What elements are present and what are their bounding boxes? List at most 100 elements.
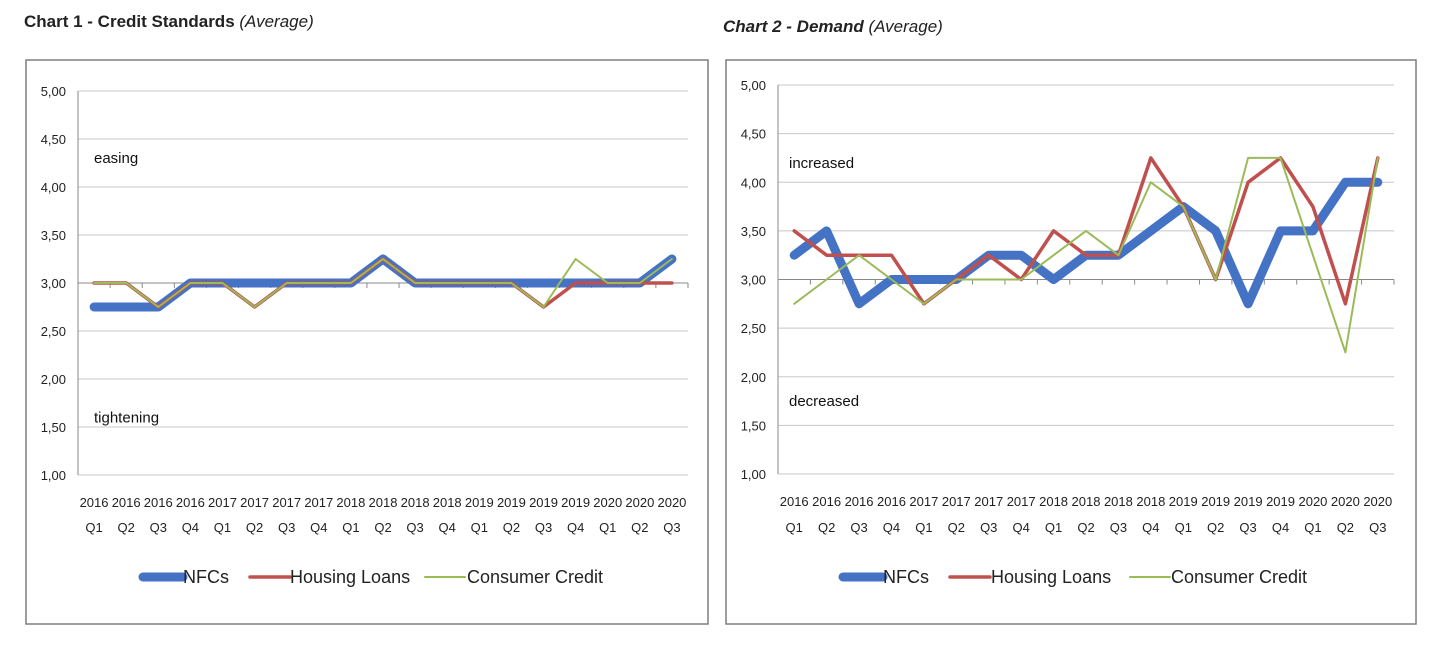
x-tick-label-quarter: Q4 [883,520,900,535]
x-tick-label-quarter: Q3 [980,520,997,535]
x-tick-label-quarter: Q2 [948,520,965,535]
x-tick-label-year: 2020 [1298,494,1327,509]
x-tick-label-quarter: Q2 [1337,520,1354,535]
series-line-consumer-credit [793,156,1379,354]
y-tick-label: 3,50 [741,224,766,239]
legend-label: Housing Loans [290,567,410,587]
chart2-title: Chart 2 - Demand (Average) [723,17,943,37]
x-tick-label-year: 2016 [112,495,141,510]
x-tick-label-year: 2020 [593,495,622,510]
x-tick-label-year: 2017 [304,495,333,510]
x-tick-label-quarter: Q3 [278,520,295,535]
annotation: decreased [789,393,859,410]
x-tick-label-quarter: Q1 [599,520,616,535]
x-tick-label-year: 2019 [497,495,526,510]
x-tick-label-quarter: Q3 [1369,520,1386,535]
chart1-title-sub: (Average) [239,12,314,31]
x-tick-label-year: 2016 [176,495,205,510]
x-tick-label-quarter: Q1 [1175,520,1192,535]
annotation: increased [789,155,854,172]
x-tick-label-quarter: Q3 [150,520,167,535]
annotation: tightening [94,409,159,426]
chart-frame [725,59,1417,625]
x-tick-label-quarter: Q3 [850,520,867,535]
x-tick-label-year: 2017 [974,494,1003,509]
x-tick-label-year: 2018 [1104,494,1133,509]
y-tick-label: 5,00 [41,84,66,99]
y-tick-label: 4,50 [741,127,766,142]
x-tick-label-year: 2017 [208,495,237,510]
y-tick-label: 3,00 [41,276,66,291]
x-tick-label-year: 2016 [144,495,173,510]
x-tick-label-quarter: Q2 [631,520,648,535]
x-tick-label-year: 2017 [909,494,938,509]
x-tick-label-quarter: Q2 [246,520,263,535]
legend-label: Consumer Credit [467,567,603,587]
x-tick-label-year: 2018 [1072,494,1101,509]
chart2-title-main: Chart 2 - Demand [723,17,864,36]
x-tick-label-quarter: Q1 [85,520,102,535]
series-line-nfcs [789,177,1383,309]
x-tick-label-year: 2018 [401,495,430,510]
legend-label: NFCs [883,567,929,587]
x-tick-label-year: 2020 [1331,494,1360,509]
x-tick-label-quarter: Q1 [1045,520,1062,535]
x-tick-label-year: 2019 [529,495,558,510]
y-tick-label: 4,00 [741,175,766,190]
x-tick-label-quarter: Q1 [786,520,803,535]
x-tick-label-quarter: Q3 [1239,520,1256,535]
legend-label: Housing Loans [991,567,1111,587]
chart1-title: Chart 1 - Credit Standards (Average) [24,12,314,32]
x-tick-label-quarter: Q1 [214,520,231,535]
x-tick-label-year: 2017 [1007,494,1036,509]
x-tick-label-year: 2018 [1136,494,1165,509]
y-tick-label: 2,00 [41,372,66,387]
chart2-title-sub: (Average) [868,17,943,36]
x-tick-label-quarter: Q4 [1012,520,1029,535]
chart2: 5,00 4,50 4,00 3,50 3,00 2,50 2,00 1,50 1,00 2016… [725,59,1417,625]
x-tick-label-year: 2020 [1363,494,1392,509]
x-tick-label-quarter: Q2 [1207,520,1224,535]
legend-label: Consumer Credit [1171,567,1307,587]
y-tick-label: 4,50 [41,132,66,147]
x-tick-label-year: 2016 [845,494,874,509]
y-tick-label: 4,00 [41,180,66,195]
x-tick-label-year: 2017 [272,495,301,510]
x-tick-label-year: 2019 [1169,494,1198,509]
y-tick-label: 1,50 [41,420,66,435]
y-tick-label: 2,50 [41,324,66,339]
x-tick-label-year: 2019 [1266,494,1295,509]
y-tick-label: 5,00 [741,78,766,93]
x-tick-label-quarter: Q2 [503,520,520,535]
y-tick-label: 1,00 [41,468,66,483]
y-tick-label: 1,00 [741,467,766,482]
x-tick-label-year: 2017 [240,495,269,510]
x-tick-label-year: 2016 [80,495,109,510]
x-tick-label-quarter: Q1 [1304,520,1321,535]
x-tick-label-year: 2020 [625,495,654,510]
y-tick-label: 3,50 [41,228,66,243]
y-tick-label: 2,00 [741,370,766,385]
chart1-title-main: Chart 1 - Credit Standards [24,12,235,31]
x-tick-label-year: 2018 [369,495,398,510]
x-tick-label-quarter: Q2 [374,520,391,535]
x-tick-label-year: 2019 [465,495,494,510]
x-tick-label-quarter: Q4 [1142,520,1159,535]
x-tick-label-quarter: Q4 [1272,520,1289,535]
x-tick-label-year: 2018 [433,495,462,510]
x-tick-label-quarter: Q4 [439,520,456,535]
y-tick-label: 2,50 [741,321,766,336]
x-tick-label-year: 2016 [780,494,809,509]
x-tick-label-quarter: Q2 [1077,520,1094,535]
x-tick-label-year: 2016 [812,494,841,509]
x-tick-label-quarter: Q3 [1110,520,1127,535]
x-tick-label-year: 2016 [877,494,906,509]
chart-frame [25,59,709,625]
x-tick-label-quarter: Q4 [310,520,327,535]
x-tick-label-quarter: Q1 [915,520,932,535]
x-tick-label-quarter: Q4 [182,520,199,535]
x-tick-label-quarter: Q1 [471,520,488,535]
x-tick-label-quarter: Q3 [406,520,423,535]
x-tick-label-quarter: Q1 [342,520,359,535]
